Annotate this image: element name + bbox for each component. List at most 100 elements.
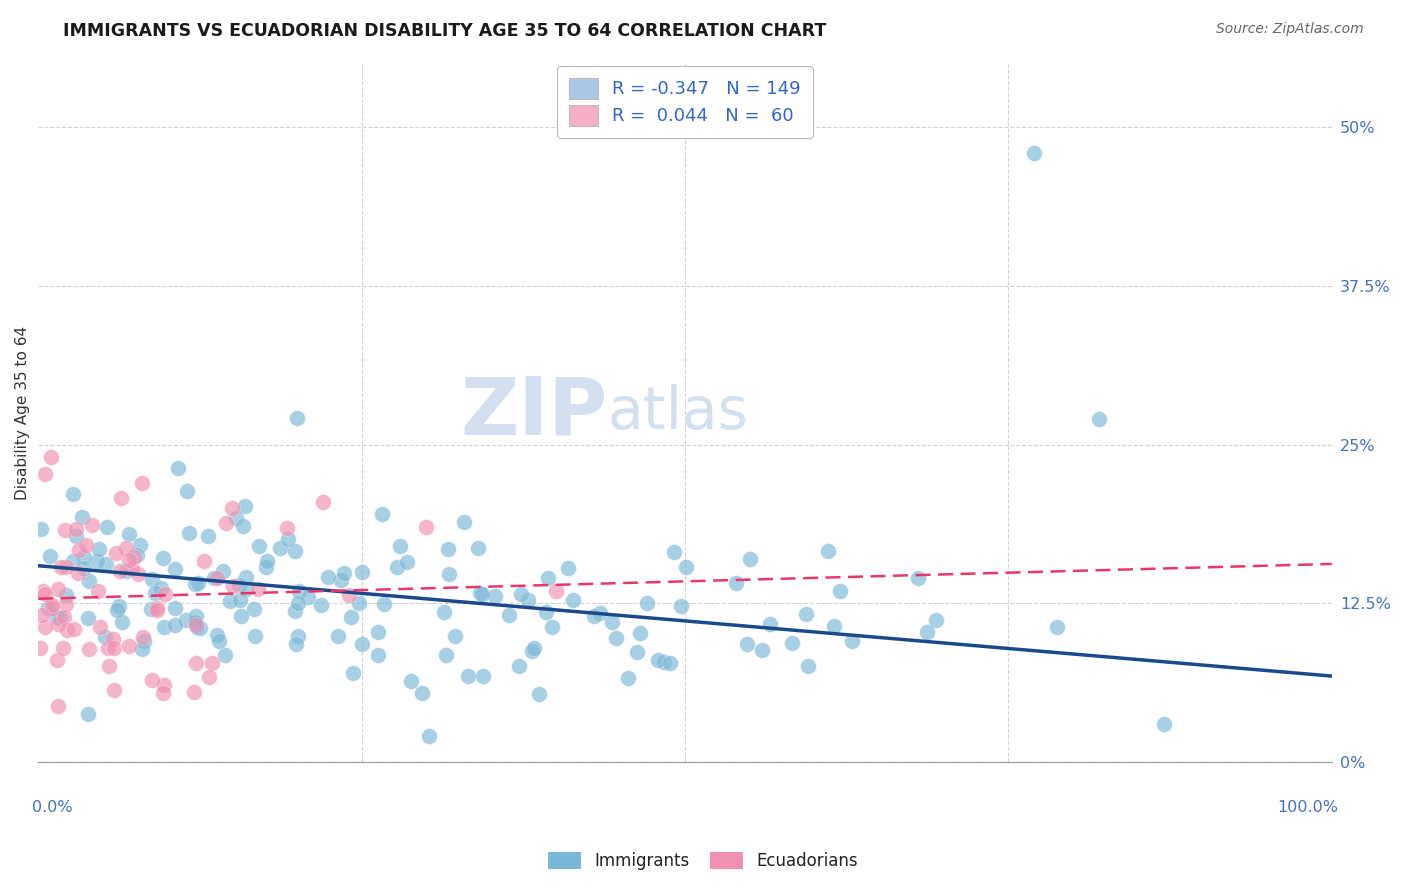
Point [287,597,309,611]
Y-axis label: Disability Age 35 to 64: Disability Age 35 to 64 [15,326,30,500]
Point [115,541,138,555]
Point [457,669,479,683]
Point [153,620,176,634]
Point [131,475,153,490]
Point [87,584,110,599]
Text: ZIP: ZIP [460,374,607,452]
Point [544,583,567,598]
Point [53,610,76,624]
Point [225,510,247,524]
Point [339,610,361,624]
Point [34,587,56,601]
Point [797,659,820,673]
Point [46,617,69,632]
Point [198,670,221,684]
Point [77,707,100,722]
Point [724,576,747,591]
Point [49,560,72,574]
Point [218,594,240,608]
Point [183,615,205,630]
Point [794,607,817,621]
Point [118,526,141,541]
Point [145,603,167,617]
Text: IMMIGRANTS VS ECUADORIAN DISABILITY AGE 35 TO 64 CORRELATION CHART: IMMIGRANTS VS ECUADORIAN DISABILITY AGE … [63,22,827,40]
Point [508,659,530,673]
Point [39,450,62,465]
Point [830,583,852,598]
Point [453,515,475,529]
Point [925,613,948,627]
Point [517,593,540,607]
Point [484,589,506,603]
Point [523,640,546,655]
Point [367,648,389,662]
Point [342,665,364,680]
Point [915,624,938,639]
Point [333,566,356,580]
Point [471,669,494,683]
Point [541,619,564,633]
Point [145,600,167,615]
Point [163,562,186,576]
Point [39,549,62,563]
Point [149,581,172,595]
Point [153,678,176,692]
Point [41,598,63,612]
Point [65,528,87,542]
Point [288,584,311,599]
Point [229,608,252,623]
Point [190,621,212,635]
Point [527,687,550,701]
Point [89,620,111,634]
Legend: Immigrants, Ecuadorians: Immigrants, Ecuadorians [541,845,865,877]
Point [165,601,187,615]
Text: 100.0%: 100.0% [1277,800,1339,815]
Point [118,640,141,654]
Text: 0.0%: 0.0% [32,800,73,815]
Point [56,623,79,637]
Point [367,625,389,640]
Point [222,579,245,593]
Point [373,597,395,611]
Point [659,656,682,670]
Text: atlas: atlas [607,384,748,442]
Point [233,499,256,513]
Point [122,550,145,565]
Point [80,517,103,532]
Point [70,509,93,524]
Point [277,532,299,546]
Point [269,541,291,555]
Point [176,483,198,498]
Point [347,596,370,610]
Point [232,519,254,533]
Point [97,640,120,655]
Point [675,560,697,574]
Point [636,596,658,610]
Point [103,632,125,646]
Point [537,571,560,585]
Point [235,570,257,584]
Point [184,617,207,632]
Point [121,562,143,576]
Point [62,487,84,501]
Point [823,619,845,633]
Point [183,685,205,699]
Point [152,686,174,700]
Point [350,565,373,579]
Point [434,648,457,662]
Point [201,657,224,671]
Point [67,566,90,581]
Point [132,631,155,645]
Point [285,637,308,651]
Point [72,549,94,564]
Point [329,573,352,587]
Point [411,686,433,700]
Point [139,602,162,616]
Point [562,593,585,607]
Point [215,516,238,530]
Point [588,607,610,621]
Point [737,637,759,651]
Point [207,571,229,585]
Point [243,629,266,643]
Point [328,629,350,643]
